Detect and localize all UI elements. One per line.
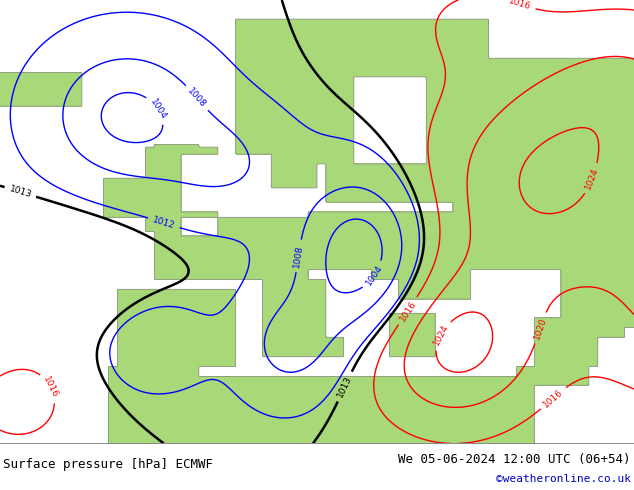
- Text: 1004: 1004: [364, 264, 384, 288]
- Text: 1008: 1008: [292, 244, 305, 268]
- Text: ©weatheronline.co.uk: ©weatheronline.co.uk: [496, 474, 631, 485]
- Text: 1004: 1004: [148, 97, 168, 122]
- Text: 1020: 1020: [533, 316, 548, 340]
- Text: 1016: 1016: [42, 375, 60, 400]
- Text: 1012: 1012: [152, 215, 176, 230]
- Text: 1013: 1013: [336, 374, 354, 399]
- Text: 1016: 1016: [398, 299, 418, 323]
- Text: 1016: 1016: [507, 0, 532, 12]
- Text: 1016: 1016: [541, 387, 565, 409]
- Text: 1008: 1008: [186, 86, 208, 110]
- Text: We 05-06-2024 12:00 UTC (06+54): We 05-06-2024 12:00 UTC (06+54): [398, 453, 631, 466]
- Text: 1024: 1024: [432, 323, 450, 347]
- Text: Surface pressure [hPa] ECMWF: Surface pressure [hPa] ECMWF: [3, 458, 213, 471]
- Text: 1013: 1013: [8, 184, 32, 199]
- Text: 1024: 1024: [584, 167, 600, 191]
